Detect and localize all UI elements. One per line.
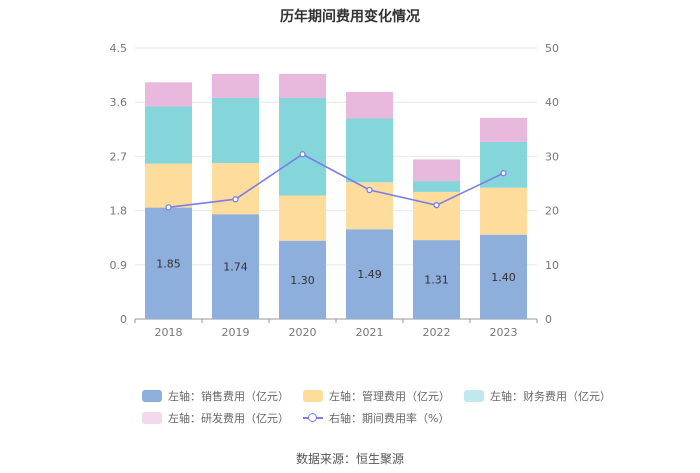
rate-point: [433, 202, 440, 209]
bar-segment: [279, 240, 326, 319]
y-left-tick-label: 0: [120, 313, 127, 326]
legend-sales-label: 左轴：销售费用（亿元）: [168, 390, 289, 403]
x-tick-label: 2021: [356, 326, 384, 339]
bar-segment: [346, 118, 393, 183]
bar-data-label: 1.30: [290, 274, 315, 287]
bar-segment: [480, 234, 527, 319]
y-right-tick-label: 20: [545, 205, 559, 218]
bar-segment: [346, 91, 393, 119]
bar-data-label: 1.49: [357, 268, 382, 281]
y-right-tick-label: 40: [545, 96, 559, 109]
rate-point: [299, 151, 306, 158]
legend-finance-label: 左轴：财务费用（亿元）: [490, 390, 611, 403]
bar-data-label: 1.85: [156, 257, 181, 270]
bar-segment: [145, 163, 192, 208]
y-right-tick-label: 10: [545, 259, 559, 272]
bar-segment: [413, 240, 460, 319]
bar-segment: [279, 73, 326, 98]
x-tick-label: 2019: [222, 326, 250, 339]
legend-admin-label: 左轴：管理费用（亿元）: [329, 390, 450, 403]
bar-segment: [413, 181, 460, 192]
legend-admin-swatch: [303, 390, 323, 402]
rate-line: [168, 153, 504, 209]
legend-rd-swatch: [142, 412, 162, 424]
y-right-tick-label: 50: [545, 42, 559, 55]
bar-data-label: 1.74: [223, 261, 248, 274]
y-right-tick-label: 30: [545, 150, 559, 163]
legend-finance-swatch: [464, 390, 484, 402]
legend-rd[interactable]: 左轴：研发费用（亿元）: [142, 410, 289, 426]
bar-segment: [279, 195, 326, 241]
legend-rate[interactable]: 右轴：期间费用率（%）: [303, 410, 449, 426]
bar-segment: [145, 82, 192, 107]
legend-rd-label: 左轴：研发费用（亿元）: [168, 412, 289, 425]
bar-segment: [145, 207, 192, 319]
legend-rate-label: 右轴：期间费用率（%）: [329, 412, 450, 425]
bar-segment: [145, 106, 192, 164]
legend-admin[interactable]: 左轴：管理费用（亿元）: [303, 388, 450, 404]
x-tick-label: 2023: [490, 326, 518, 339]
rate-point: [500, 170, 507, 177]
bar-data-label: 1.31: [424, 274, 449, 287]
legend-rate-swatch: [303, 412, 323, 424]
bar-segment: [212, 214, 259, 319]
chart-canvas: 0 0.9 1.8 2.7 3.6 4.5 0 10 20 30 40 50 1.85 2018 1.74 2…: [110, 42, 560, 339]
legend-finance[interactable]: 左轴：财务费用（亿元）: [464, 388, 611, 404]
bar-segment: [413, 159, 460, 182]
chart-title: 历年期间费用变化情况: [280, 9, 420, 25]
data-source: 数据来源：恒生聚源: [295, 452, 404, 466]
x-tick-label: 2022: [423, 326, 451, 339]
rate-point: [232, 196, 239, 203]
rate-point: [165, 204, 172, 211]
legend-sales-swatch: [142, 390, 162, 402]
bar-segment: [212, 73, 259, 98]
bar-data-label: 1.40: [491, 271, 516, 284]
y-left-tick-label: 1.8: [110, 205, 128, 218]
bar-segment: [413, 191, 460, 241]
rate-point: [366, 186, 373, 194]
y-left-tick-label: 3.6: [110, 96, 128, 109]
y-left-tick-label: 0.9: [110, 259, 128, 272]
y-left-tick-label: 2.7: [110, 150, 128, 163]
y-left-tick-label: 4.5: [110, 42, 128, 55]
bar-segment: [480, 187, 527, 235]
bar-segment: [346, 229, 393, 319]
legend-sales[interactable]: 左轴：销售费用（亿元）: [142, 388, 289, 404]
bar-segment: [279, 97, 326, 196]
x-tick-label: 2020: [289, 326, 317, 339]
y-right-tick-label: 0: [545, 313, 552, 326]
legend: 左轴：销售费用（亿元） 左轴：管理费用（亿元） 左轴：财务费用（亿元） 左轴：研…: [142, 388, 611, 432]
bar-segment: [212, 97, 259, 164]
bar-segment: [480, 117, 527, 142]
x-tick-label: 2018: [155, 326, 183, 339]
